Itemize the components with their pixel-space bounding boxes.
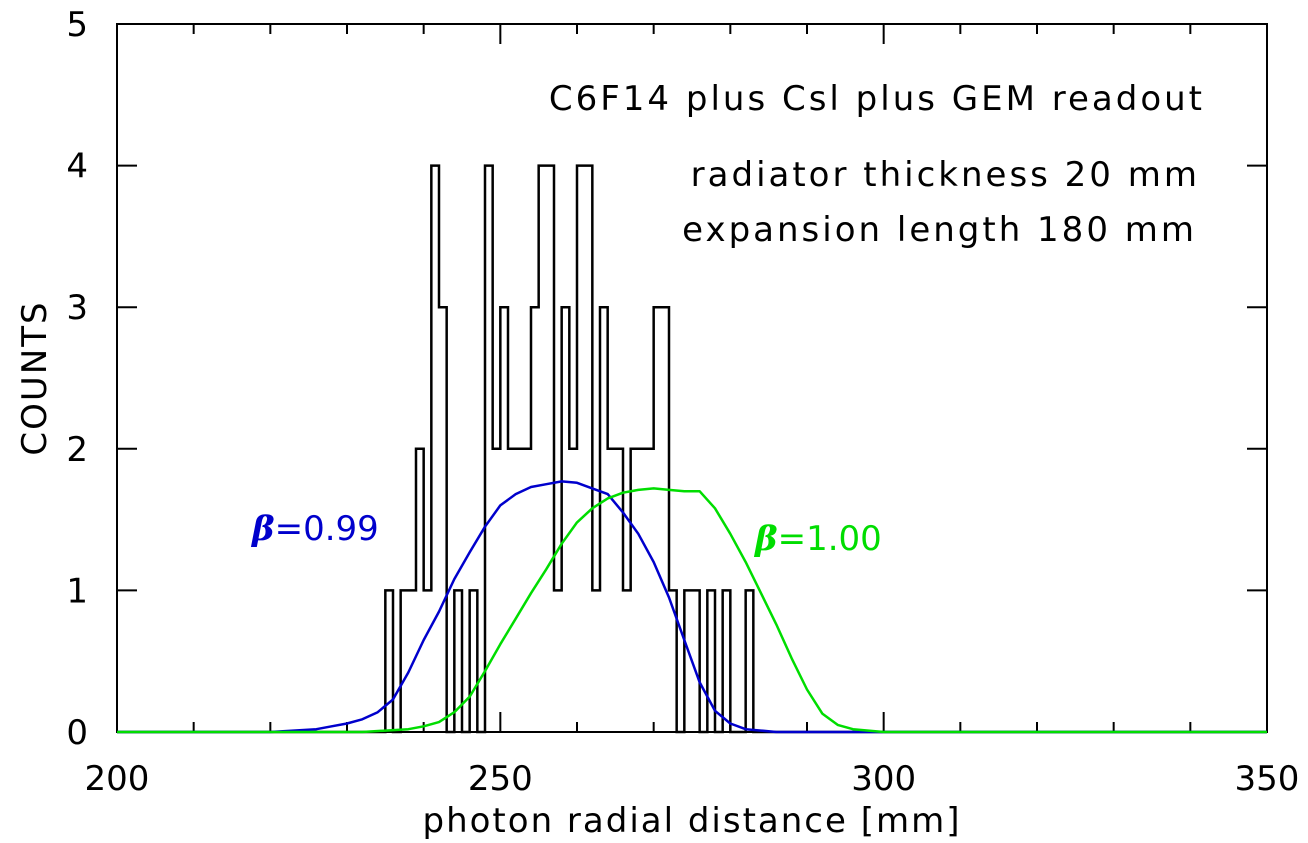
x-axis-title: photon radial distance [mm]	[423, 801, 962, 841]
y-tick-label: 1	[66, 571, 88, 611]
y-tick-label: 4	[66, 147, 88, 187]
x-tick-label: 350	[1235, 759, 1300, 799]
label-beta-100: β=1.00	[753, 519, 882, 559]
y-tick-label: 3	[66, 288, 88, 328]
annotation-radiator: radiator thickness 20 mm	[691, 155, 1200, 195]
beta-value: =0.99	[275, 509, 379, 549]
beta-symbol: β	[753, 519, 778, 559]
x-tick-label: 250	[468, 759, 533, 799]
y-axis-title: COUNTS	[15, 300, 55, 455]
histogram-series	[117, 164, 1267, 734]
annotation-detector: C6F14 plus Csl plus GEM readout	[549, 79, 1205, 119]
curve-beta-100	[117, 487, 1267, 734]
y-tick-label: 2	[66, 430, 88, 470]
plot-frame	[116, 23, 1268, 733]
series-layer	[117, 164, 1267, 734]
curve-beta-099	[117, 480, 1267, 734]
y-tick-label: 0	[66, 713, 88, 753]
y-tick-label: 5	[66, 5, 88, 45]
label-beta-099: β=0.99	[250, 509, 379, 549]
x-tick-label: 200	[85, 759, 150, 799]
x-tick-label: 300	[851, 759, 916, 799]
axis-ticks	[116, 23, 1268, 733]
tick-labels: 200 250 300 350 0 1 2 3 4 5	[66, 5, 1299, 799]
beta-value: =1.00	[778, 519, 882, 559]
annotation-expansion: expansion length 180 mm	[682, 210, 1197, 250]
beta-symbol: β	[250, 509, 275, 549]
